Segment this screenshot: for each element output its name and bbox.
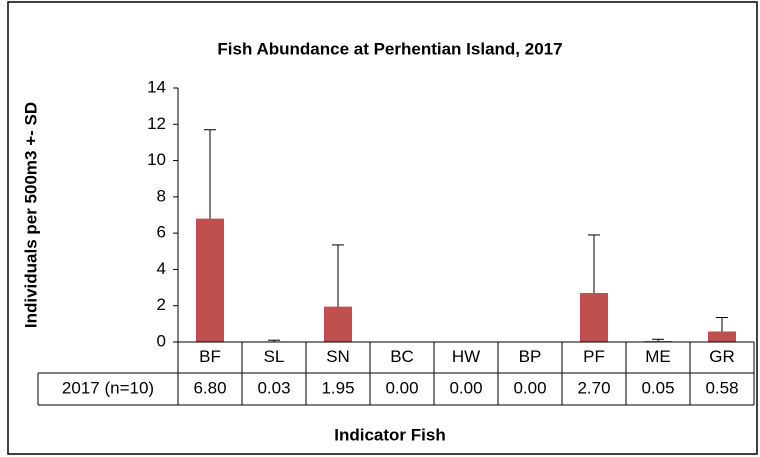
x-tick-label: GR [709, 347, 735, 366]
chart-border [7, 1, 758, 455]
y-tick-label: 12 [147, 114, 166, 133]
y-tick-label: 2 [157, 295, 166, 314]
legend-entry: 2017 (n=10) [62, 378, 154, 397]
y-tick-label: 6 [157, 223, 166, 242]
x-tick-label: BF [199, 347, 221, 366]
chart-title: Fish Abundance at Perhentian Island, 201… [217, 39, 562, 58]
x-tick-label: ME [645, 347, 671, 366]
table-value: 6.80 [193, 378, 226, 397]
table-value: 2.70 [577, 378, 610, 397]
bar [708, 331, 736, 342]
table-value: 1.95 [321, 378, 354, 397]
x-tick-label: BC [390, 347, 414, 366]
table-value: 0.00 [385, 378, 418, 397]
x-tick-label: HW [452, 347, 480, 366]
y-tick-label: 8 [157, 186, 166, 205]
x-tick-label: PF [583, 347, 605, 366]
bar [324, 306, 352, 342]
x-tick-label: SL [264, 347, 285, 366]
y-axis-label: Individuals per 500m3 +- SD [21, 102, 40, 328]
x-axis-label: Indicator Fish [334, 425, 445, 444]
y-tick-label: 10 [147, 150, 166, 169]
table-value: 0.58 [705, 378, 738, 397]
x-tick-label: SN [326, 347, 350, 366]
y-tick-label: 4 [157, 259, 166, 278]
x-tick-label: BP [519, 347, 542, 366]
y-tick-label: 14 [147, 77, 166, 96]
bar [196, 218, 224, 342]
bar [580, 293, 608, 342]
table-value: 0.03 [257, 378, 290, 397]
table-value: 0.00 [513, 378, 546, 397]
table-value: 0.05 [641, 378, 674, 397]
y-tick-label: 0 [157, 331, 166, 350]
table-value: 0.00 [449, 378, 482, 397]
